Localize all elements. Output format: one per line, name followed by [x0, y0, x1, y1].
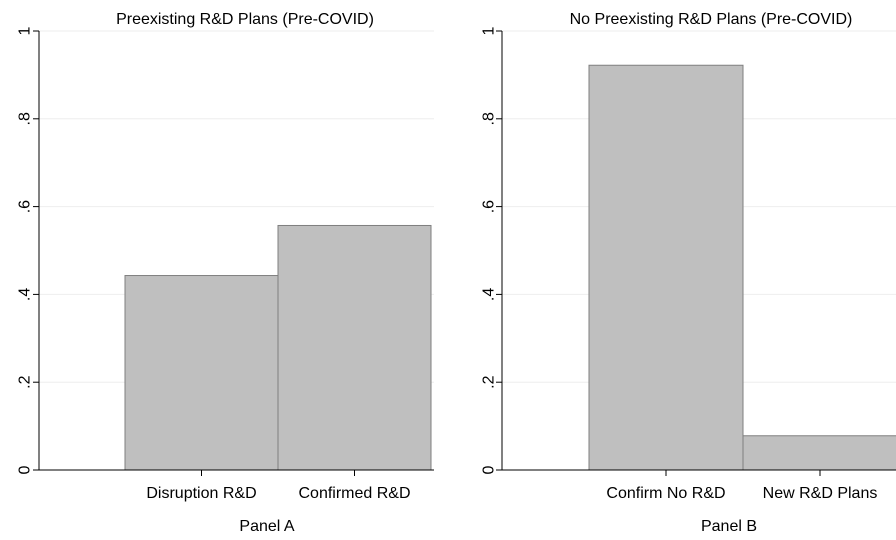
y-tick-label: 0 — [481, 465, 498, 474]
y-tick-label: .6 — [481, 200, 498, 213]
y-tick-label: 0 — [17, 465, 34, 474]
plot-area: 0 .2 .4 .6 .8 1 Confirm No R&D New R&D Plans — [481, 26, 896, 502]
y-tick-label: 1 — [17, 26, 34, 35]
y-tick-label: .2 — [481, 375, 498, 388]
category-label: Confirmed R&D — [298, 485, 410, 502]
y-tick-label: .6 — [17, 200, 34, 213]
x-axis-label: Panel A — [239, 518, 294, 535]
bar — [588, 64, 744, 471]
chart-title: No Preexisting R&D Plans (Pre-COVID) — [570, 11, 853, 28]
category-label: New R&D Plans — [763, 485, 878, 502]
x-axis-label: Panel B — [701, 518, 757, 535]
y-tick-label: .8 — [17, 112, 34, 125]
y-tick-label: .4 — [481, 288, 498, 301]
category-label: Confirm No R&D — [606, 485, 725, 502]
plot-area: 0 .2 .4 .6 .8 1 Disruption R&D Confirmed R&D — [17, 26, 434, 502]
panel-b: No Preexisting R&D Plans (Pre-COVID) Pan… — [481, 11, 896, 535]
y-tick-label: 1 — [481, 26, 498, 35]
bar — [742, 435, 896, 471]
bar — [277, 224, 432, 471]
chart-title: Preexisting R&D Plans (Pre-COVID) — [116, 11, 374, 28]
panel-a: Preexisting R&D Plans (Pre-COVID) Panel … — [17, 11, 434, 535]
y-tick-label: .8 — [481, 112, 498, 125]
y-tick-label: .2 — [17, 375, 34, 388]
y-tick-label: .4 — [17, 288, 34, 301]
category-label: Disruption R&D — [146, 485, 256, 502]
bar — [124, 275, 279, 471]
